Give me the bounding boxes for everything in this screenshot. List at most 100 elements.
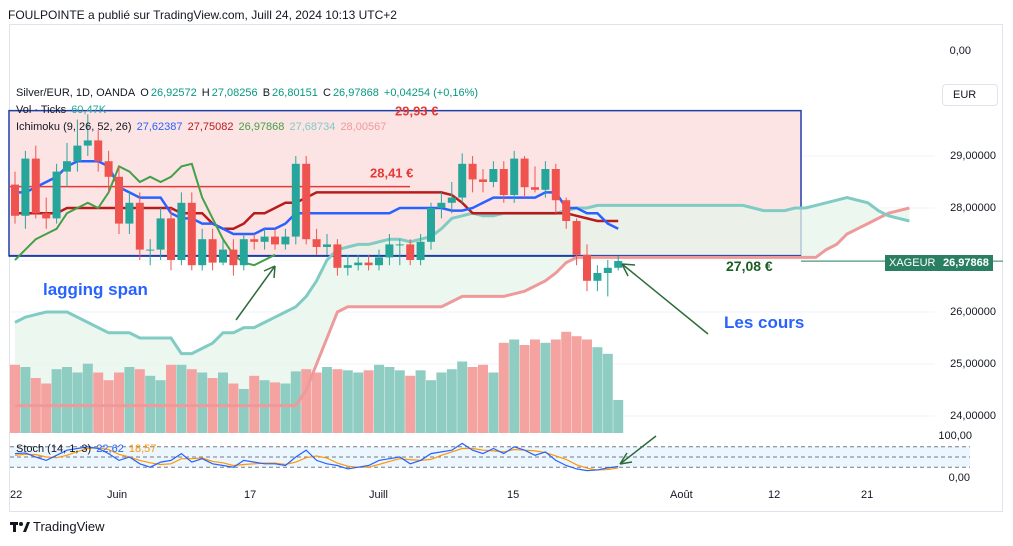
last-price-tag: 26,97868: [939, 255, 993, 271]
tradingview-logo-icon: [10, 522, 30, 532]
candle-body: [11, 184, 19, 216]
volume-bar: [20, 367, 31, 433]
candle-body: [198, 239, 207, 266]
volume-bar: [467, 367, 478, 433]
candle-body: [541, 169, 550, 190]
candle-body: [167, 218, 175, 260]
volume-bar: [311, 372, 322, 433]
volume-bar: [82, 363, 93, 433]
candle-body: [531, 187, 539, 190]
candle-body: [427, 208, 435, 242]
volume-bar: [509, 339, 520, 433]
arrow-lagging-span: [235, 265, 276, 321]
candle-body: [551, 169, 560, 201]
x-tick: 22: [10, 489, 23, 501]
y-tick: 25,00000: [950, 358, 996, 370]
candle-body: [323, 244, 331, 247]
candle-body: [104, 161, 113, 177]
volume-bar: [540, 342, 551, 433]
candle-body: [343, 265, 352, 268]
ichimoku-legend: Ichimoku (9, 26, 52, 26) 27,62387 27,750…: [16, 121, 388, 133]
volume-bar: [353, 372, 364, 433]
stoch-k-value: 22,62: [96, 443, 124, 455]
candle-body: [406, 244, 415, 260]
candle-body: [416, 241, 425, 260]
volume-bar: [498, 342, 509, 433]
ohlc-legend: Silver/EUR, 1D, OANDA O 26,92572 H 27,0825…: [16, 87, 480, 99]
candle-body: [489, 169, 498, 182]
candle-body: [42, 213, 51, 219]
candle-body: [510, 158, 519, 195]
candle-body: [177, 202, 186, 260]
y-tick: 28,00000: [950, 202, 996, 214]
candle-body: [115, 176, 123, 224]
volume-bar: [176, 364, 187, 433]
stoch-k-line: [14, 442, 619, 472]
candle-body: [281, 236, 290, 245]
volume-bar: [457, 361, 468, 433]
ichimoku-label[interactable]: Ichimoku (9, 26, 52, 26): [16, 121, 132, 133]
open-label: O: [140, 87, 149, 99]
candle-body: [603, 267, 612, 273]
volume-bar: [405, 375, 416, 433]
candle-body: [63, 161, 71, 172]
candle-body: [146, 249, 155, 251]
y-tick-top: 0,00: [949, 45, 971, 57]
x-tick: 12: [768, 489, 781, 501]
stoch-label[interactable]: Stoch (14, 1, 3): [16, 443, 92, 455]
volume-bar: [519, 345, 530, 433]
close-label: C: [322, 87, 331, 99]
candle-body: [73, 145, 82, 162]
volume-bar: [436, 372, 447, 433]
low-label: B: [262, 87, 271, 99]
candle-body: [125, 202, 134, 224]
candle-body: [468, 163, 477, 180]
candle-body: [271, 236, 279, 245]
volume-bar: [478, 364, 488, 433]
footer-brand: TradingView: [33, 519, 105, 534]
level-label-27-08: 27,08 €: [726, 258, 773, 274]
volume-bar: [592, 347, 603, 433]
volume-bar: [238, 389, 249, 433]
volume-bar: [186, 369, 197, 433]
volume-bar: [51, 369, 62, 433]
volume-bar: [613, 400, 624, 433]
high-label: H: [201, 87, 210, 99]
symbol-label[interactable]: Silver/EUR, 1D, OANDA: [16, 87, 136, 99]
volume-bar: [446, 369, 457, 433]
y-tick: 29,00000: [950, 150, 996, 162]
volume-bar: [114, 372, 124, 433]
volume-bar: [394, 370, 405, 433]
candle-body: [31, 158, 40, 214]
currency-button[interactable]: EUR: [942, 84, 998, 106]
volume-bar: [550, 339, 561, 433]
candle-body: [21, 158, 30, 216]
volume-bar: [571, 336, 582, 433]
senkou-b-line: [15, 206, 910, 408]
volume-bar: [41, 383, 52, 433]
candle-body: [520, 158, 529, 188]
x-tick: Juin: [107, 489, 128, 501]
open-value: 26,92572: [150, 87, 197, 99]
y-tick: 26,00000: [950, 306, 996, 318]
candle-body: [364, 262, 373, 266]
volume-bar: [10, 364, 20, 433]
volume-bar: [582, 339, 592, 433]
arrow-head-icon: [621, 263, 636, 277]
volume-bar: [602, 353, 613, 433]
x-tick: 15: [507, 489, 520, 501]
candle-body: [375, 257, 383, 266]
stoch-d-line: [14, 447, 619, 471]
low-value: 26,80151: [272, 87, 318, 99]
volume-bar: [301, 369, 312, 433]
y-tick: 24,00000: [950, 410, 996, 422]
volume-bar: [374, 364, 384, 433]
candle-body: [354, 262, 363, 266]
ichimoku-kijun-value: 27,75082: [187, 121, 234, 133]
volume-label[interactable]: Vol · Ticks: [16, 104, 67, 116]
senkou-a-line: [14, 196, 910, 356]
volume-bar: [197, 372, 208, 433]
candle-body: [614, 261, 623, 268]
candle-body: [239, 239, 248, 266]
